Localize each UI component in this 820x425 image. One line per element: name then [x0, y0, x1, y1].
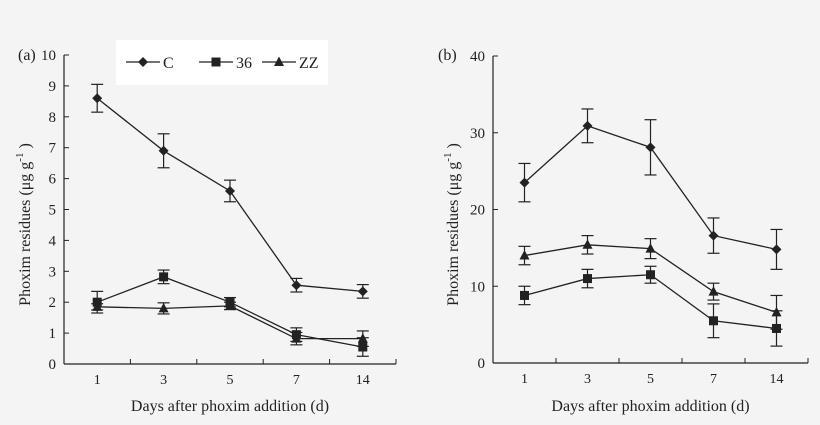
x-tick-label: 3 — [160, 373, 167, 388]
data-point — [225, 300, 235, 310]
data-point — [582, 120, 593, 131]
y-axis-label-superscript: -1 — [442, 153, 454, 162]
panel-a: 0 1 2 3 4 5 6 7 8 9 10 1 3 5 7 14 Days after phoxim addi… — [14, 40, 397, 415]
legend-marker — [211, 57, 221, 67]
y-tick-label: 4 — [49, 233, 57, 249]
data-point — [357, 333, 368, 343]
y-axis-label: Phoxim residues (μg g-1 ) — [442, 143, 462, 306]
y-tick-label: 20 — [470, 203, 485, 219]
series-diamond — [518, 108, 783, 270]
data-point — [519, 250, 530, 260]
data-point — [645, 243, 656, 253]
series-triangle — [518, 234, 783, 330]
x-tick-label: 1 — [521, 372, 528, 387]
y-axis-label-close: ) — [445, 143, 462, 152]
legend: C 36 ZZ — [116, 40, 328, 85]
series-square — [518, 265, 783, 347]
data-point — [646, 270, 655, 280]
panel-label: (a) — [18, 47, 36, 64]
y-tick-label: 10 — [470, 279, 485, 295]
y-tick-label: 10 — [41, 48, 56, 64]
y-tick-label: 2 — [49, 295, 57, 311]
y-tick-label: 1 — [49, 326, 57, 342]
data-point — [357, 286, 368, 297]
y-tick-label: 0 — [478, 356, 486, 372]
y-tick-label: 30 — [470, 126, 485, 142]
series-36 — [91, 269, 369, 357]
legend-label: ZZ — [299, 55, 319, 72]
data-point — [771, 244, 782, 255]
data-point — [709, 316, 718, 326]
data-point — [708, 286, 719, 296]
x-tick-label: 14 — [356, 373, 370, 388]
y-tick-label: 7 — [49, 141, 57, 157]
y-tick-label: 5 — [49, 203, 57, 219]
data-point — [771, 306, 782, 317]
y-axis-label-superscript: -1 — [14, 153, 26, 162]
x-tick-label: 7 — [710, 372, 717, 387]
series-line — [97, 305, 363, 340]
data-point — [645, 142, 656, 153]
data-point — [291, 280, 302, 291]
x-tick-label: 14 — [770, 372, 784, 387]
data-point — [158, 302, 169, 313]
y-tick-label: 9 — [49, 79, 57, 95]
y-tick-label: 6 — [49, 172, 57, 188]
data-point — [291, 333, 302, 343]
x-axis-label: Days after phoxim addition (d) — [551, 398, 749, 415]
data-point — [358, 342, 368, 352]
legend-marker — [274, 56, 284, 66]
y-tick-label: 40 — [470, 49, 485, 65]
x-tick-label: 7 — [293, 373, 300, 388]
legend-label: C — [163, 55, 174, 72]
series-C — [91, 83, 369, 299]
x-tick-label: 3 — [584, 372, 591, 387]
legend-marker — [138, 57, 148, 67]
panel-label: (b) — [438, 47, 457, 64]
y-tick-label: 3 — [49, 264, 57, 280]
panel-b: 0 10 20 30 40 1 3 5 7 14 Days after phoxim additio… — [438, 47, 809, 415]
series-ZZ — [91, 300, 369, 347]
data-point — [582, 239, 593, 249]
data-point — [519, 177, 530, 188]
legend-label: 36 — [236, 55, 252, 72]
y-tick-label: 0 — [49, 357, 57, 373]
data-point — [708, 230, 719, 241]
y-axis-label: Phoxim residues (μg g-1 ) — [14, 143, 34, 306]
data-point — [159, 272, 169, 282]
x-tick-label: 5 — [227, 373, 234, 388]
x-tick-label: 1 — [94, 373, 101, 388]
data-point — [225, 185, 235, 196]
data-point — [92, 301, 103, 311]
data-point — [92, 93, 103, 104]
data-point — [158, 145, 169, 156]
data-point — [520, 290, 529, 300]
y-axis-label-close: ) — [17, 143, 34, 152]
x-tick-label: 5 — [647, 372, 654, 387]
y-tick-label: 8 — [49, 110, 57, 126]
data-point — [583, 274, 592, 284]
x-axis-label: Days after phoxim addition (d) — [131, 398, 329, 415]
